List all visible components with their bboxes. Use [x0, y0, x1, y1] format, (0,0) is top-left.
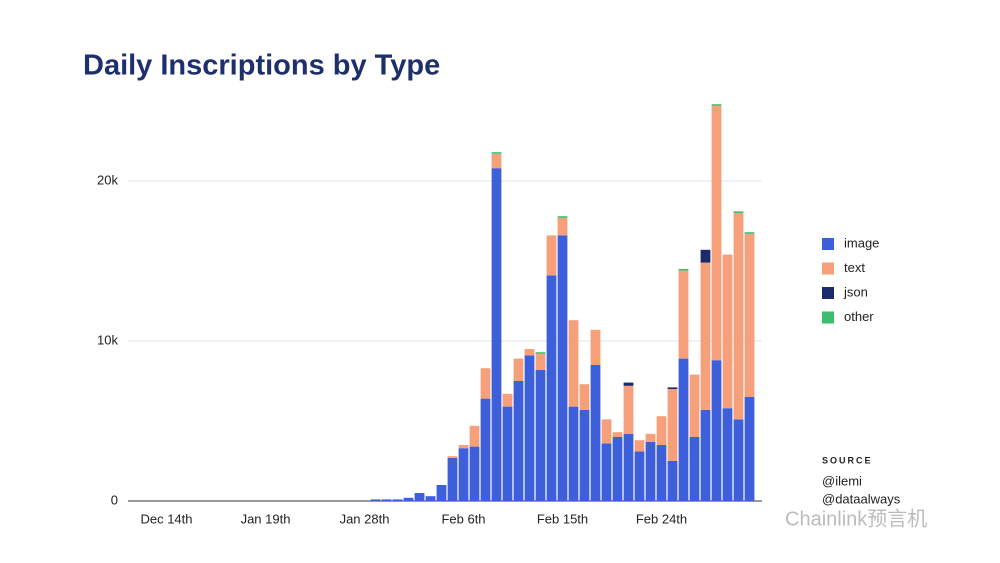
legend-label: json	[843, 284, 868, 299]
x-tick-label: Dec 14th	[140, 511, 192, 526]
y-tick-label: 0	[111, 492, 118, 507]
bar-segment	[447, 457, 458, 501]
x-tick-label: Feb 15th	[537, 511, 588, 526]
x-tick-label: Feb 6th	[441, 511, 485, 526]
bar-segment	[645, 441, 656, 501]
bar-segment	[370, 499, 381, 501]
bar-segment	[733, 419, 744, 501]
bar-segment	[722, 408, 733, 501]
bar-segment	[733, 211, 744, 213]
bar-segment	[612, 432, 623, 437]
bar-segment	[458, 448, 469, 501]
bar-segment	[579, 384, 590, 410]
bar-segment	[623, 385, 634, 434]
bar-segment	[535, 369, 546, 501]
legend-label: image	[844, 235, 879, 250]
bar-segment	[535, 353, 546, 370]
bar-segment	[557, 216, 568, 218]
bar-segment	[744, 232, 755, 234]
bar-segment	[502, 393, 513, 407]
bar-segment	[403, 497, 414, 501]
bar-segment	[579, 409, 590, 501]
y-tick-label: 10k	[97, 332, 118, 347]
bar-segment	[711, 360, 722, 501]
bar-segment	[700, 262, 711, 410]
bar-segment	[590, 329, 601, 365]
bar-segment	[568, 406, 579, 501]
chart-title: Daily Inscriptions by Type	[83, 50, 440, 82]
legend-swatch	[822, 262, 834, 275]
bar-segment	[678, 269, 689, 271]
bar-segment	[414, 493, 425, 501]
bar-segment	[678, 270, 689, 359]
bar-segment	[557, 235, 568, 501]
bar-segment	[656, 445, 667, 501]
x-tick-label: Jan 19th	[241, 511, 291, 526]
bar-segment	[557, 217, 568, 236]
bar-segment	[678, 358, 689, 501]
bar-segment	[689, 374, 700, 437]
watermark: Chainlink预言机	[785, 507, 927, 530]
bar-segment	[491, 152, 502, 154]
bar-segment	[546, 275, 557, 501]
bar-segment	[491, 153, 502, 169]
bar-segment	[502, 406, 513, 501]
bar-segment	[656, 416, 667, 445]
bar-segment	[513, 381, 524, 501]
bar-segment	[634, 451, 645, 501]
bar-segment	[744, 233, 755, 397]
x-tick-label: Jan 28th	[340, 511, 390, 526]
bar-segment	[590, 365, 601, 501]
bar-segment	[744, 397, 755, 501]
bar-segment	[711, 105, 722, 361]
bar-segment	[623, 382, 634, 386]
bar-segment	[711, 104, 722, 106]
bar-segment	[733, 213, 744, 420]
source-label: SOURCE	[822, 455, 873, 465]
legend-swatch	[822, 287, 834, 299]
bar-segment	[447, 456, 458, 458]
bar-segment	[667, 387, 678, 389]
legend-swatch	[822, 311, 834, 324]
bar-segment	[722, 254, 733, 409]
bar-segment	[524, 349, 535, 356]
bar-segment	[524, 355, 535, 501]
legend-label: text	[844, 260, 865, 275]
bar-segment	[469, 425, 480, 447]
bar-segment	[634, 440, 645, 452]
bar-segment	[700, 249, 711, 263]
bar-segment	[480, 398, 491, 501]
bar-segment	[667, 389, 678, 461]
bar-segment	[513, 358, 524, 381]
legend-label: other	[844, 309, 874, 324]
bar-segment	[436, 485, 447, 501]
bar-segment	[623, 433, 634, 501]
bar-segment	[612, 437, 623, 501]
source: @ilemi	[822, 473, 862, 488]
source: @dataalways	[822, 491, 901, 506]
bar-segment	[667, 461, 678, 501]
bar-segment	[392, 499, 403, 501]
bar-segment	[469, 446, 480, 501]
bar-segment	[381, 499, 392, 501]
bar-segment	[491, 168, 502, 501]
bar-segment	[535, 352, 546, 354]
bar-segment	[689, 437, 700, 501]
bar-segment	[645, 433, 656, 442]
bar-segment	[458, 445, 469, 449]
bar-segment	[568, 320, 579, 407]
y-tick-label: 20k	[97, 172, 118, 187]
bar-segment	[601, 443, 612, 501]
bar-segment	[601, 419, 612, 444]
bar-segment	[700, 409, 711, 501]
bar-segment	[480, 368, 491, 399]
x-tick-label: Feb 24th	[636, 511, 687, 526]
bar-segment	[546, 235, 557, 276]
bar-segment	[425, 496, 436, 501]
legend-swatch	[822, 238, 834, 250]
